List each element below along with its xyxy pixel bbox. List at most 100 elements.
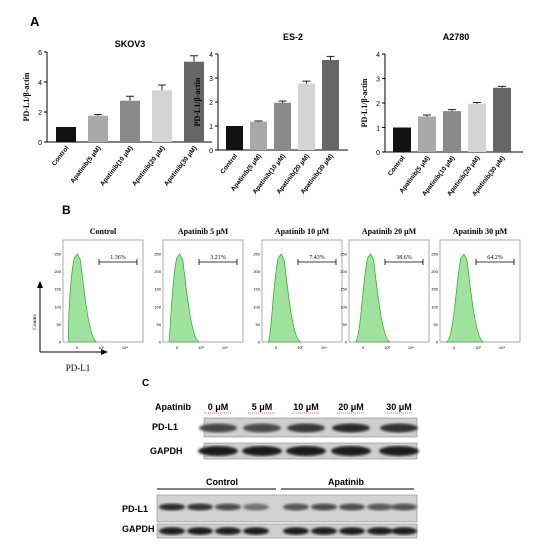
counts-arrowhead [37, 281, 43, 288]
group-label-apatinib: Apatinib [328, 477, 364, 487]
band-gapdh-lane-1 [159, 527, 185, 535]
band-pdl1-lane-8 [367, 503, 393, 511]
panel-label-a: A [30, 14, 40, 29]
band-pdl1-lane-6 [311, 503, 337, 511]
gate-percent: 7.43% [309, 255, 325, 261]
hist-y-tick-label: 200 [340, 269, 347, 274]
hist-x-tick-label: 0 [453, 345, 456, 350]
hist-y-tick-label: 150 [54, 287, 61, 292]
hist-y-tick-label: 150 [154, 287, 161, 292]
hist-y-tick-label: 50 [434, 322, 439, 327]
x-tick-label: Control [51, 145, 71, 168]
bar-2 [418, 116, 436, 152]
hist-y-tick-label: 50 [57, 322, 62, 327]
band-pdl1-lane-5 [283, 503, 309, 511]
band-gapdh-3 [286, 446, 326, 456]
x-tick-label: Apatinib(10 μM) [99, 145, 135, 188]
flow-histograms: B Control 250 200 150 100 50 0 0 10² 10⁴ 1.36% Apati… [32, 203, 521, 373]
band-pdl1-lane-9 [391, 503, 417, 511]
histogram-curve [168, 253, 200, 343]
bar-3 [120, 100, 140, 142]
hist-y-tick-label: 100 [54, 304, 61, 309]
histogram-3: Apatinib 10 μM 250 200 150 100 50 0 0 10² 10⁴ 7.43… [253, 227, 343, 350]
hist-x-tick-label: 0 [275, 345, 278, 350]
counts-label: Counts [32, 314, 38, 330]
hist-y-tick-label: 0 [159, 340, 162, 345]
hist-y-tick-label: 150 [431, 287, 438, 292]
hist-y-tick-label: 100 [340, 304, 347, 309]
band-label-gapdh: GAPDH [150, 446, 183, 456]
y-tick-label: 2 [376, 101, 380, 108]
y-tick-label: 4 [209, 52, 213, 59]
bar-chart-2: ES-201234PD-L1/β-actinControlApatinib(5 … [193, 32, 348, 196]
hist-y-tick-label: 100 [154, 304, 161, 309]
band-gapdh-lane-2 [187, 527, 213, 535]
band-pdl1-lane-1 [159, 503, 185, 511]
western-blots: C Apatinib 0 μM 5 μM 10 μM 20 μM 30 μM PD-L1 GAP… [122, 378, 419, 539]
band-gapdh-lane-9 [391, 527, 417, 535]
band-label-pdl1: PD-L1 [152, 422, 178, 432]
y-tick-label: 0 [376, 150, 380, 157]
bar-4 [152, 90, 172, 142]
hist-x-tick-label: 10² [98, 345, 104, 350]
histogram-title: Apatinib 30 μM [453, 227, 508, 236]
hist-y-tick-label: 200 [431, 269, 438, 274]
histogram-curve [68, 253, 98, 343]
y-tick-label: 1 [376, 126, 380, 133]
x-tick-label: Apatinib(5 μM) [69, 145, 102, 185]
histogram-frame [261, 239, 343, 343]
hist-y-tick-label: 100 [253, 304, 260, 309]
histogram-frame [162, 239, 244, 343]
y-tick-label: 4 [376, 52, 380, 59]
dose-label-1: 0 μM [208, 402, 229, 412]
pdl1-arrowhead [101, 349, 108, 355]
band-pdl1-lane-2 [187, 503, 213, 511]
hist-y-tick-label: 250 [431, 252, 438, 257]
band-pdl1-1 [199, 423, 237, 433]
hist-y-tick-label: 0 [345, 340, 348, 345]
hist-y-tick-label: 250 [253, 252, 260, 257]
histogram-curve [354, 253, 391, 343]
hist-x-tick-label: 10² [297, 345, 303, 350]
hist-x-tick-label: 10² [475, 345, 481, 350]
band-pdl1-4 [332, 423, 370, 433]
hist-y-tick-label: 0 [436, 340, 439, 345]
gate-percent: 38.6% [396, 255, 412, 261]
y-tick-label: 3 [376, 77, 380, 84]
group-label-control: Control [206, 477, 238, 487]
band-pdl1-3 [287, 423, 325, 433]
bar-1 [226, 126, 243, 150]
x-tick-label: Control [219, 153, 239, 176]
chart-title: SKOV3 [115, 39, 146, 49]
histogram-1: Control 250 200 150 100 50 0 0 10² 10⁴ 1.36% [54, 227, 144, 350]
hist-y-tick-label: 150 [253, 287, 260, 292]
y-tick-label: 4 [38, 80, 42, 87]
band-gapdh-lane-4 [243, 527, 269, 535]
dose-label-3: 10 μM [293, 402, 319, 412]
hist-x-tick-label: 10⁴ [321, 345, 327, 350]
band-label-pdl1-group: PD-L1 [122, 504, 148, 514]
bar-1 [393, 127, 411, 152]
y-tick-label: 2 [38, 110, 42, 117]
band-gapdh-lane-8 [367, 527, 393, 535]
hist-x-tick-label: 10⁴ [408, 345, 414, 350]
y-tick-label: 6 [38, 50, 42, 57]
hist-y-tick-label: 50 [157, 322, 162, 327]
band-gapdh-5 [379, 446, 419, 456]
band-pdl1-2 [243, 423, 281, 433]
chart-title: A2780 [443, 32, 470, 42]
band-pdl1-lane-7 [339, 503, 365, 511]
gate-percent: 3.21% [210, 255, 226, 261]
hist-x-tick-label: 0 [362, 345, 365, 350]
hist-y-tick-label: 150 [340, 287, 347, 292]
band-gapdh-lane-7 [339, 527, 365, 535]
dose-label-5: 30 μM [386, 402, 412, 412]
bar-2 [250, 121, 267, 150]
y-tick-label: 3 [209, 76, 213, 83]
hist-x-tick-label: 0 [76, 345, 79, 350]
gate-percent: 1.36% [110, 255, 126, 261]
hist-y-tick-label: 200 [54, 269, 61, 274]
hist-y-tick-label: 250 [340, 252, 347, 257]
band-gapdh-lane-6 [311, 527, 337, 535]
